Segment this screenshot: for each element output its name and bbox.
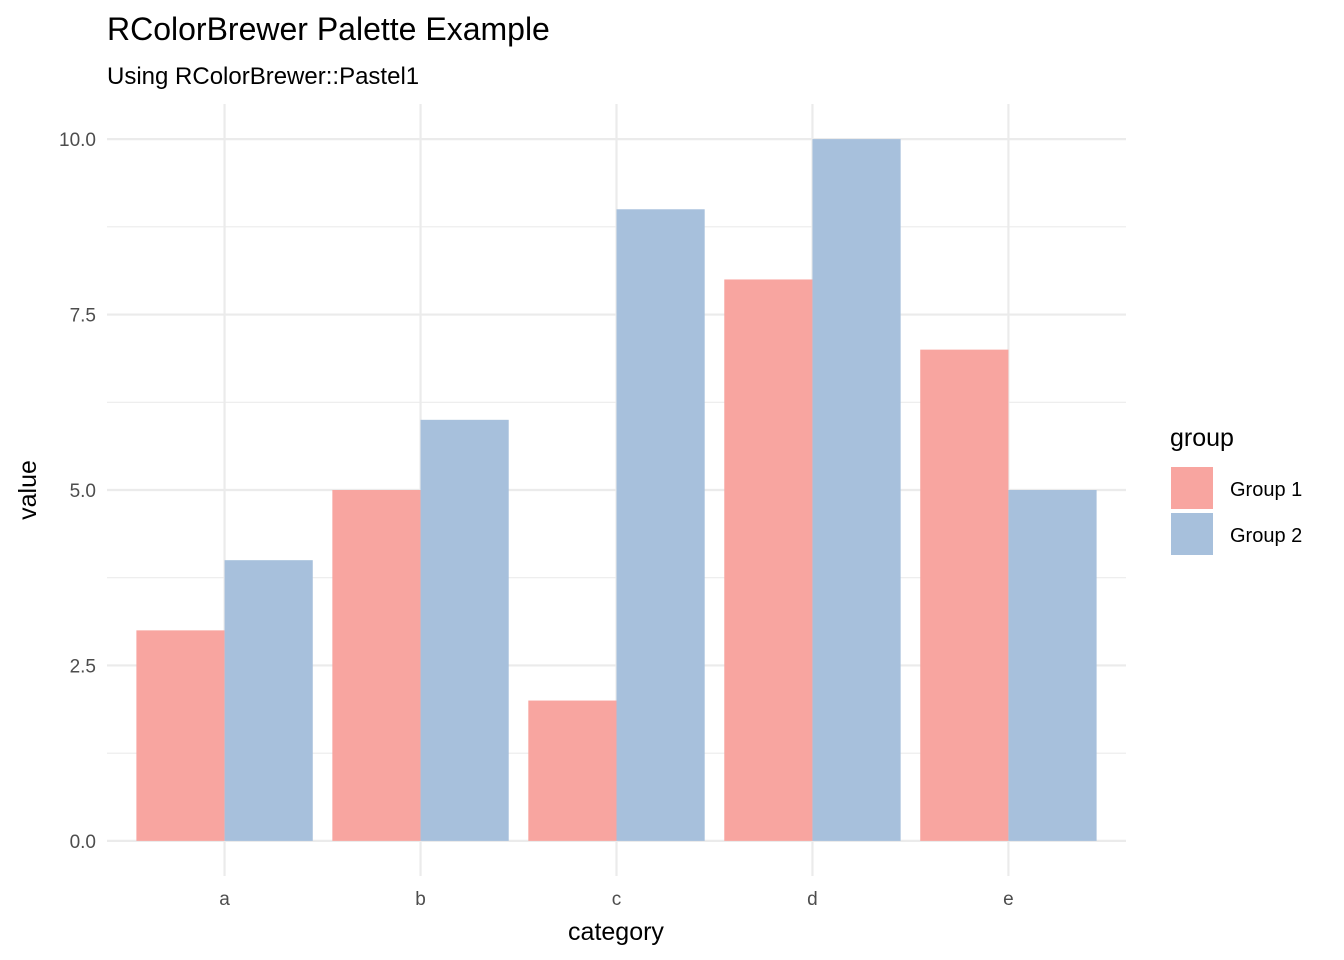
legend-label-1: Group 1 — [1230, 479, 1302, 501]
bar-group-1-e — [920, 349, 1009, 841]
legend-label-2: Group 2 — [1230, 525, 1302, 547]
bar-group-2-d — [812, 139, 901, 841]
x-tick-label: a — [219, 889, 230, 910]
x-tick-label: e — [1003, 889, 1014, 910]
y-tick-labels: 0.0 2.5 5.0 7.5 10.0 — [59, 130, 96, 853]
bar-group-1-c — [528, 700, 617, 841]
x-tick-label: c — [612, 889, 622, 910]
bars — [136, 139, 1097, 841]
bar-group-1-b — [332, 490, 421, 841]
y-tick-label: 0.0 — [70, 832, 96, 853]
y-tick-label: 7.5 — [70, 306, 96, 327]
bar-group-1-a — [136, 630, 225, 841]
bar-group-2-b — [420, 419, 509, 841]
legend-key-1 — [1171, 467, 1213, 509]
x-tick-label: b — [415, 889, 426, 910]
bar-group-2-e — [1008, 490, 1097, 841]
bar-group-2-c — [616, 209, 705, 841]
legend-key-2 — [1171, 513, 1213, 555]
bar-group-1-d — [724, 279, 813, 841]
legend: group Group 1 Group 2 — [1170, 424, 1302, 555]
chart-subtitle: Using RColorBrewer::Pastel1 — [107, 63, 419, 90]
x-axis-title: category — [568, 918, 664, 946]
chart-title: RColorBrewer Palette Example — [107, 11, 550, 47]
x-tick-labels: a b c d e — [219, 889, 1013, 910]
x-tick-label: d — [807, 889, 818, 910]
legend-title: group — [1170, 424, 1234, 452]
y-tick-label: 10.0 — [59, 130, 96, 151]
bar-group-2-a — [224, 560, 313, 841]
y-axis-title: value — [14, 460, 42, 520]
y-tick-label: 5.0 — [70, 481, 96, 502]
y-tick-label: 2.5 — [70, 656, 96, 677]
